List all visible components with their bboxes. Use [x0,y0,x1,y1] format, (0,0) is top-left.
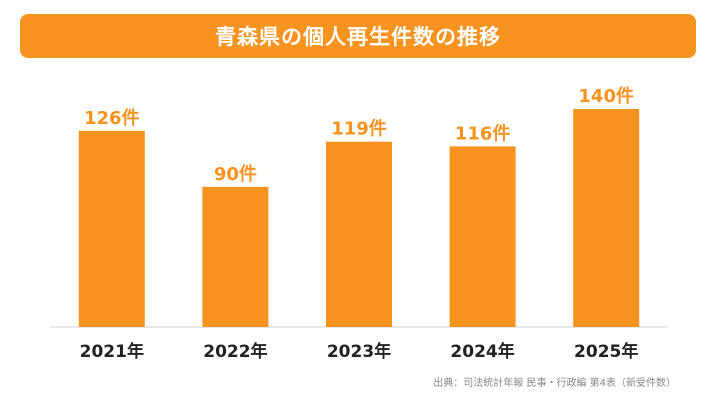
data-label-4: 140件 [578,85,634,107]
chart-title: 青森県の個人再生件数の推移 [215,25,501,49]
data-label-1: 90件 [214,163,257,185]
data-label-0: 126件 [84,107,140,129]
bar-1 [202,186,269,327]
bar-0 [78,130,145,327]
bar-4 [573,109,640,327]
data-label-2: 119件 [331,118,387,140]
source-note: 出典：司法統計年報 民事・行政編 第4表（新受件数） [433,378,676,389]
bar-2 [326,141,392,327]
x-tick-label-1: 2022年 [203,341,267,362]
data-label-3: 116件 [455,122,511,144]
bar-3 [449,146,516,327]
title-banner: 青森県の個人再生件数の推移 [20,14,696,58]
x-tick-label-2: 2023年 [327,341,391,362]
x-tick-label-3: 2024年 [450,341,514,362]
x-tick-label-4: 2025年 [574,341,638,362]
x-tick-label-0: 2021年 [80,341,144,362]
